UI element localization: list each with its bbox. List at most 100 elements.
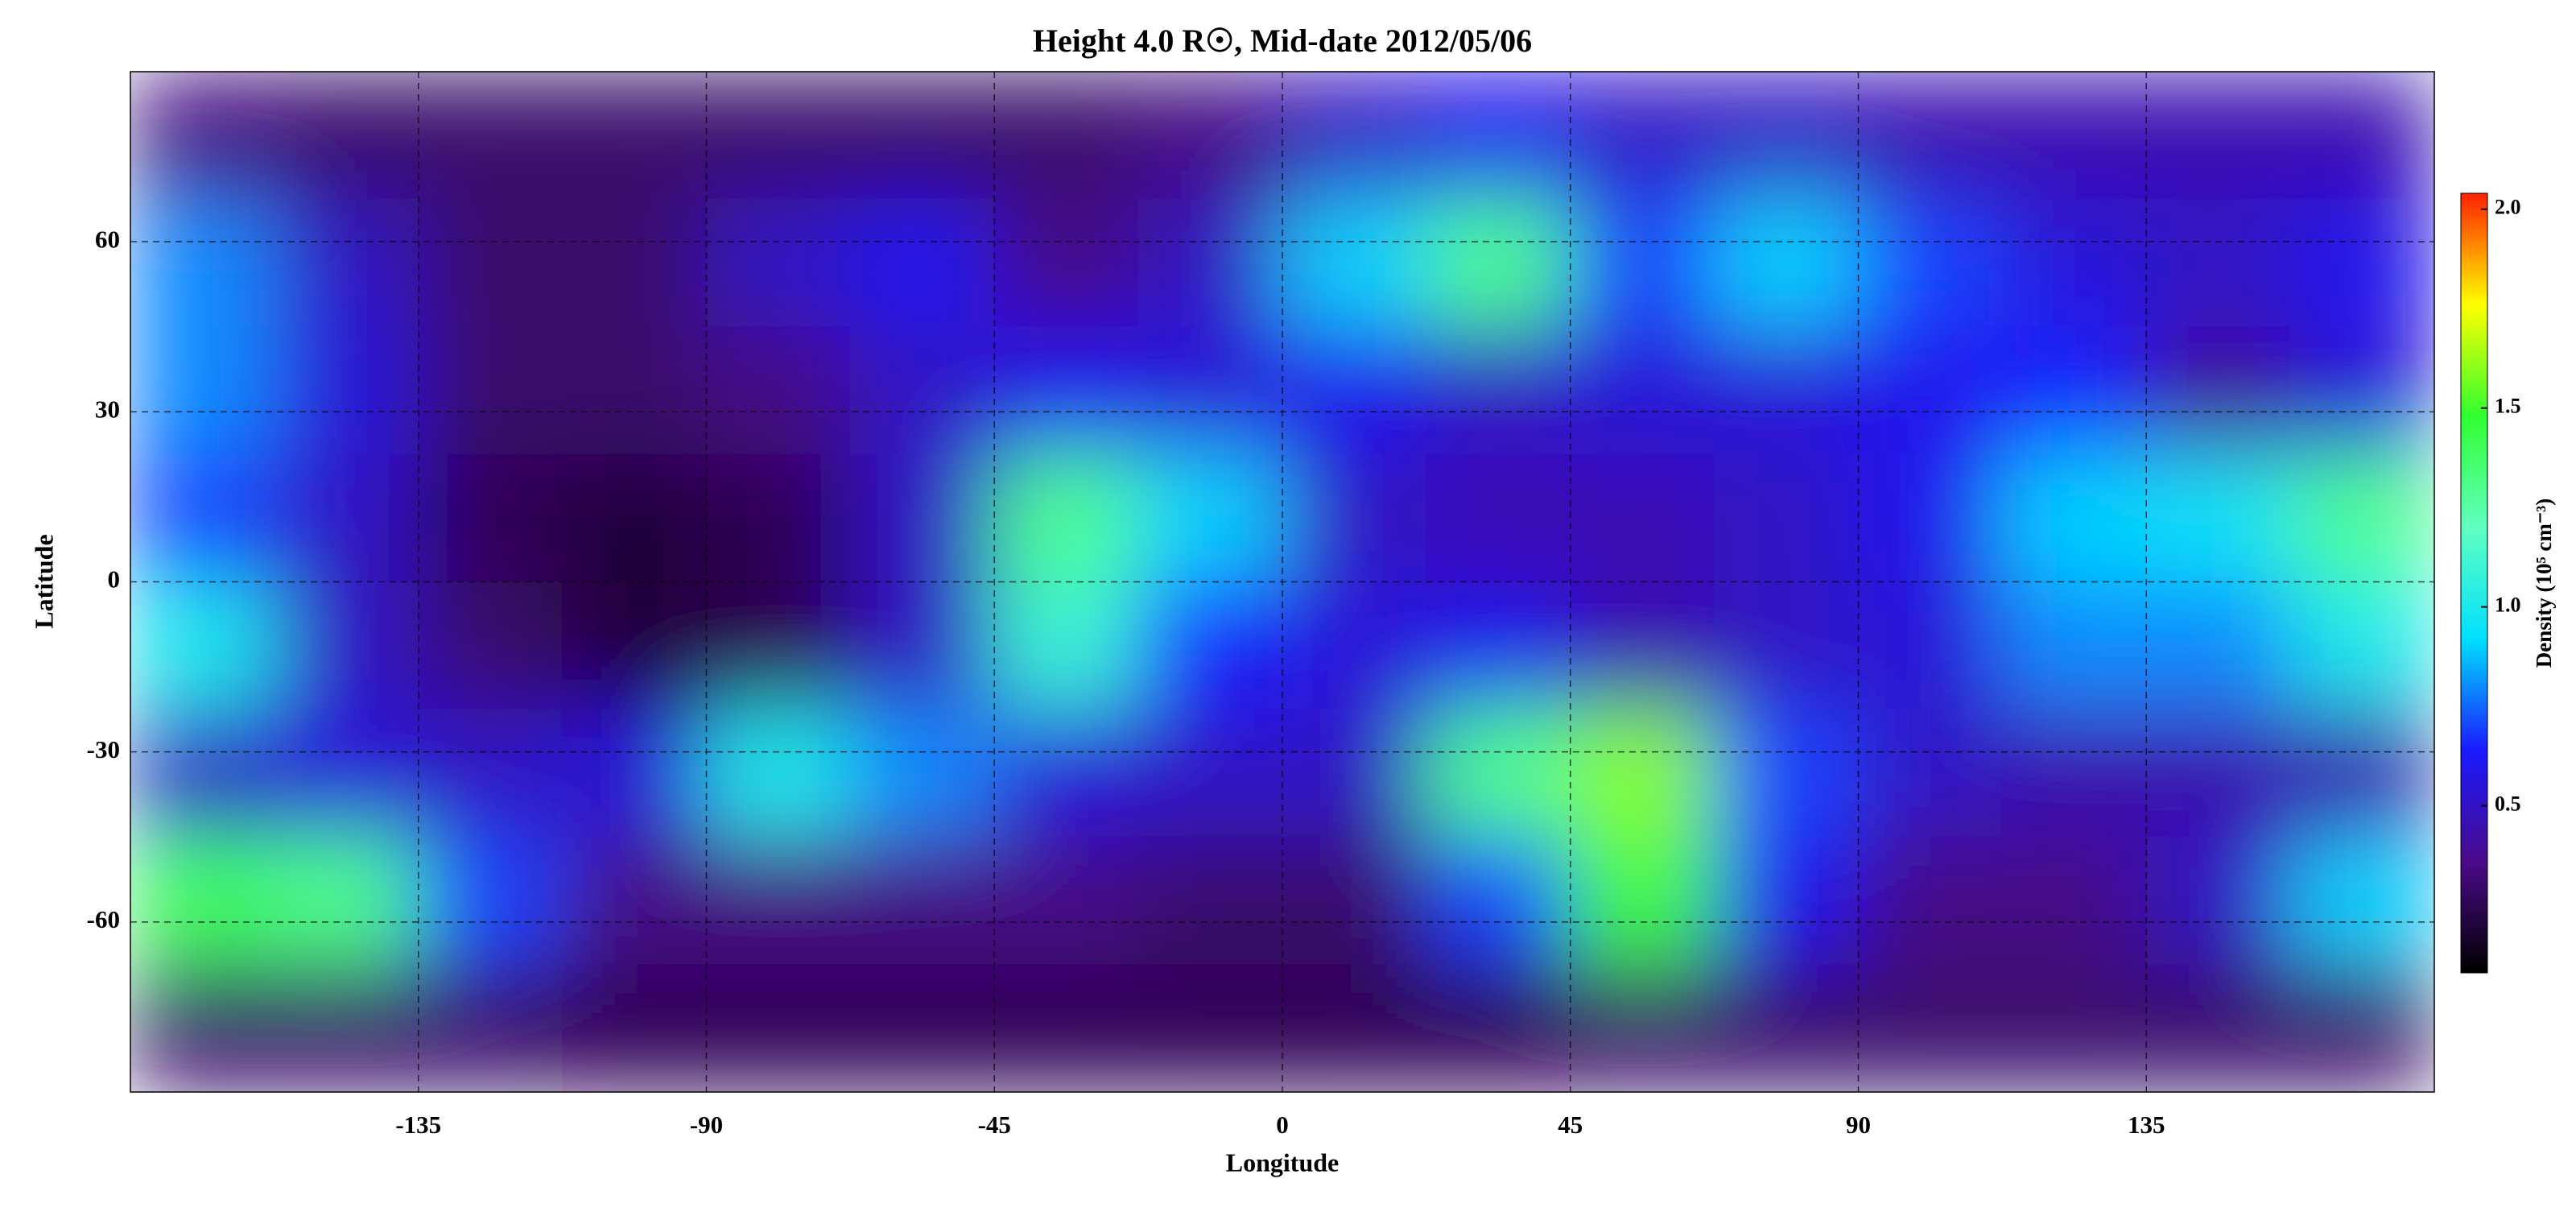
heatmap-cell bbox=[1858, 326, 2003, 455]
heatmap-cell bbox=[1282, 72, 1427, 200]
heatmap-cell bbox=[849, 453, 995, 582]
heatmap-cell bbox=[1714, 198, 1859, 328]
heatmap-cell bbox=[1570, 581, 1715, 710]
heatmap-cell bbox=[418, 453, 564, 582]
heatmap-cell bbox=[1137, 964, 1283, 1092]
heatmap-cell bbox=[2145, 72, 2291, 200]
heatmap-cell bbox=[2145, 198, 2291, 328]
heatmap-cell bbox=[1426, 198, 1571, 328]
heatmap-cell bbox=[418, 72, 564, 200]
heatmap bbox=[130, 72, 2434, 1092]
heatmap-cell bbox=[274, 836, 419, 966]
heatmap-cell bbox=[130, 198, 275, 328]
heatmap-cell bbox=[706, 72, 851, 200]
heatmap-cell bbox=[993, 453, 1139, 582]
heatmap-cell bbox=[274, 198, 419, 328]
heatmap-cell bbox=[993, 709, 1139, 838]
heatmap-cell bbox=[418, 836, 564, 966]
heatmap-cell bbox=[562, 836, 707, 966]
y-tick-label: -30 bbox=[87, 735, 120, 763]
heatmap-cell bbox=[2001, 453, 2147, 582]
heatmap-cell bbox=[993, 198, 1139, 328]
grid bbox=[130, 72, 2434, 1092]
heatmap-cell bbox=[1137, 581, 1283, 710]
heatmap-cell bbox=[1426, 326, 1571, 455]
x-tick-label: 0 bbox=[1276, 1111, 1289, 1139]
x-tick-label: -135 bbox=[395, 1111, 441, 1139]
heatmap-cell bbox=[849, 581, 995, 710]
heatmap-cell bbox=[274, 453, 419, 582]
heatmap-cell bbox=[1858, 72, 2003, 200]
heatmap-cell bbox=[130, 72, 275, 200]
heatmap-cell bbox=[706, 709, 851, 838]
heatmap-cell bbox=[2289, 72, 2434, 200]
heatmap-cell bbox=[1570, 453, 1715, 582]
heatmap-cell bbox=[1570, 72, 1715, 200]
y-axis-label: Latitude bbox=[29, 534, 58, 628]
heatmap-cell bbox=[706, 198, 851, 328]
heatmap-cell bbox=[562, 453, 707, 582]
heatmap-cell bbox=[1282, 836, 1427, 966]
heatmap-cell bbox=[1137, 836, 1283, 966]
heatmap-cell bbox=[1282, 581, 1427, 710]
colorbar-tick-label: 1.5 bbox=[2495, 395, 2521, 418]
heatmap-cell bbox=[706, 453, 851, 582]
heatmap-cell bbox=[1282, 326, 1427, 455]
heatmap-cell bbox=[849, 836, 995, 966]
heatmap-cell bbox=[562, 964, 707, 1092]
heatmap-cell bbox=[1714, 836, 1859, 966]
heatmap-cell bbox=[706, 836, 851, 966]
heatmap-cell bbox=[1137, 72, 1283, 200]
heatmap-cell bbox=[706, 581, 851, 710]
heatmap-cell bbox=[993, 326, 1139, 455]
heatmap-cell bbox=[562, 709, 707, 838]
heatmap-cell bbox=[562, 198, 707, 328]
y-tick-label: 0 bbox=[108, 565, 121, 594]
heatmap-cell bbox=[2001, 72, 2147, 200]
heatmap-cell bbox=[2145, 964, 2291, 1092]
heatmap-cell bbox=[1426, 453, 1571, 582]
x-tick-label: 45 bbox=[1558, 1111, 1583, 1139]
heatmap-cell bbox=[2145, 836, 2291, 966]
heatmap-cell bbox=[1426, 72, 1571, 200]
heatmap-cell bbox=[1714, 709, 1859, 838]
heatmap-cell bbox=[706, 964, 851, 1092]
heatmap-cell bbox=[2001, 964, 2147, 1092]
heatmap-cell bbox=[2001, 581, 2147, 710]
heatmap-cell bbox=[130, 453, 275, 582]
heatmap-cell bbox=[274, 709, 419, 838]
heatmap-cell bbox=[849, 198, 995, 328]
x-tick-label: -45 bbox=[978, 1111, 1011, 1139]
x-tick-label: -90 bbox=[690, 1111, 723, 1139]
heatmap-cell bbox=[418, 581, 564, 710]
heatmap-cell bbox=[849, 72, 995, 200]
heatmap-cell bbox=[2001, 709, 2147, 838]
heatmap-cell bbox=[1137, 709, 1283, 838]
heatmap-cell bbox=[2289, 964, 2434, 1092]
y-tick-label: 30 bbox=[95, 395, 120, 423]
colorbar-label: Density (10⁵ cm⁻³) bbox=[2532, 499, 2556, 668]
heatmap-cell bbox=[1282, 453, 1427, 582]
heatmap-cell bbox=[562, 326, 707, 455]
heatmap-cell bbox=[1570, 836, 1715, 966]
heatmap-cell bbox=[1858, 964, 2003, 1092]
heatmap-cell bbox=[1570, 964, 1715, 1092]
heatmap-cells bbox=[130, 72, 2434, 1092]
heatmap-cell bbox=[130, 581, 275, 710]
heatmap-cell bbox=[2145, 709, 2291, 838]
heatmap-cell bbox=[418, 326, 564, 455]
heatmap-cell bbox=[1858, 453, 2003, 582]
heatmap-cell bbox=[1282, 198, 1427, 328]
y-tick-label: -60 bbox=[87, 905, 120, 933]
heatmap-cell bbox=[1570, 709, 1715, 838]
heatmap-cell bbox=[849, 964, 995, 1092]
heatmap-cell bbox=[1426, 581, 1571, 710]
heatmap-cell bbox=[562, 581, 707, 710]
heatmap-cell bbox=[1858, 581, 2003, 710]
heatmap-cell bbox=[1858, 836, 2003, 966]
heatmap-cell bbox=[1858, 198, 2003, 328]
heatmap-cell bbox=[1714, 964, 1859, 1092]
heatmap-cell bbox=[849, 709, 995, 838]
heatmap-cell bbox=[1137, 453, 1283, 582]
